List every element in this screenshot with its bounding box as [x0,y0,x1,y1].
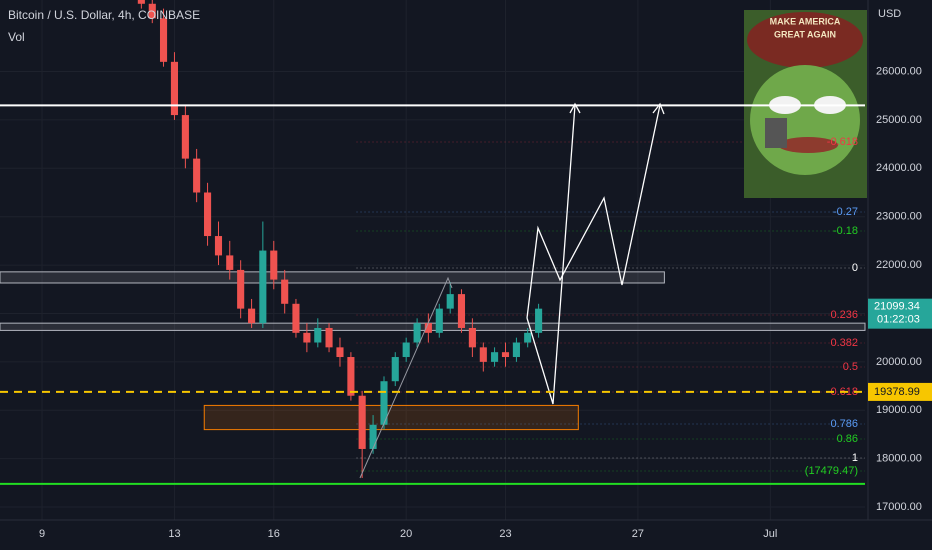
candle-body [281,279,289,304]
hat [747,12,863,68]
mouth [778,137,838,153]
zone [0,271,665,284]
zone [0,322,866,331]
y-tick-label: 23000.00 [876,211,922,223]
volume-label: Vol [8,30,25,44]
y-tick-label: 19000.00 [876,404,922,416]
chart-title: Bitcoin / U.S. Dollar, 4h, COINBASE [8,8,200,22]
x-tick-label: 20 [400,528,412,540]
candle-body [137,0,145,4]
x-tick-label: Jul [763,528,777,540]
arrow-head [652,102,665,115]
fib-label: 1 [852,452,858,464]
fib-label: (17479.47) [805,465,858,477]
x-tick-label: 27 [632,528,644,540]
candle-body [193,158,201,193]
projection-arrow [526,104,661,319]
last-price: 21099.34 [874,301,920,313]
y-tick-label: 24000.00 [876,162,922,174]
fib-label: 0.786 [830,418,858,430]
image-text: GREAT AGAIN [774,29,836,39]
candle-body [314,327,322,343]
candle-body [148,3,156,19]
candle-body [204,192,212,237]
candle-body [413,323,421,343]
candle-body [424,323,432,333]
x-tick-label: 13 [168,528,180,540]
candle-body [270,250,278,280]
candle-body [226,255,234,270]
candle-body [347,357,355,396]
countdown: 01:22:03 [877,314,920,326]
zone [203,404,579,431]
candle-body [292,303,300,333]
fib-label: -0.618 [827,136,858,148]
candle-body [435,308,443,333]
candle-body [457,294,466,328]
candle-body [325,327,333,348]
marked-price: 19378.99 [874,386,920,398]
image-text: MAKE AMERICA [770,16,841,26]
x-tick-label: 9 [39,528,45,540]
candle-body [358,395,366,449]
overlay: -0.618-0.27-0.1800.2360.3820.50.6180.786… [0,104,865,485]
x-tick-label: 23 [499,528,511,540]
candle-body [237,269,245,309]
candle-body [402,342,410,358]
candle-body [159,18,168,62]
candle-body [535,308,543,333]
candle-body [248,308,256,324]
price-badge [868,382,932,401]
candle-body [501,352,510,358]
trend-line [359,276,453,479]
candle-body [336,347,344,358]
gun [765,118,787,148]
candle-body [170,61,179,116]
y-tick-label: 17000.00 [876,501,922,513]
y-tick-label: 26000.00 [876,65,922,77]
x-tick-label: 16 [268,528,280,540]
candle-body [181,115,189,159]
currency-label: USD [878,8,901,20]
fib-label: -0.18 [833,225,858,237]
candle-body [380,381,388,425]
candle-body [303,332,311,343]
candle-body [214,236,223,256]
candle-body [446,294,454,309]
axis-labels: 17000.0018000.0019000.0020000.0021000.00… [39,65,932,540]
arrow-head [569,102,581,114]
projection-arrow [526,104,576,405]
candle-body [491,352,499,362]
y-tick-label: 20000.00 [876,356,922,368]
candle-body [391,357,399,382]
fib-label: 0.382 [830,337,858,349]
candle-body [524,332,532,343]
fib-label: 0 [852,262,858,274]
fib-label: 0.236 [830,309,858,321]
fib-label: 0.5 [843,361,858,373]
grid [0,0,865,520]
candle-body [479,347,487,362]
y-tick-label: 22000.00 [876,259,922,271]
price-axis [868,0,932,550]
fib-label: 0.86 [837,433,858,445]
candle-body [468,327,476,348]
candle-body [512,342,520,358]
candle-body [369,424,377,449]
fib-label: -0.27 [833,206,858,218]
plot [0,0,866,478]
candle-body [259,250,267,324]
meme-image: MAKE AMERICA GREAT AGAIN [744,10,867,198]
y-tick-label: 25000.00 [876,114,922,126]
y-tick-label: 18000.00 [876,453,922,465]
price-badge [868,298,932,329]
